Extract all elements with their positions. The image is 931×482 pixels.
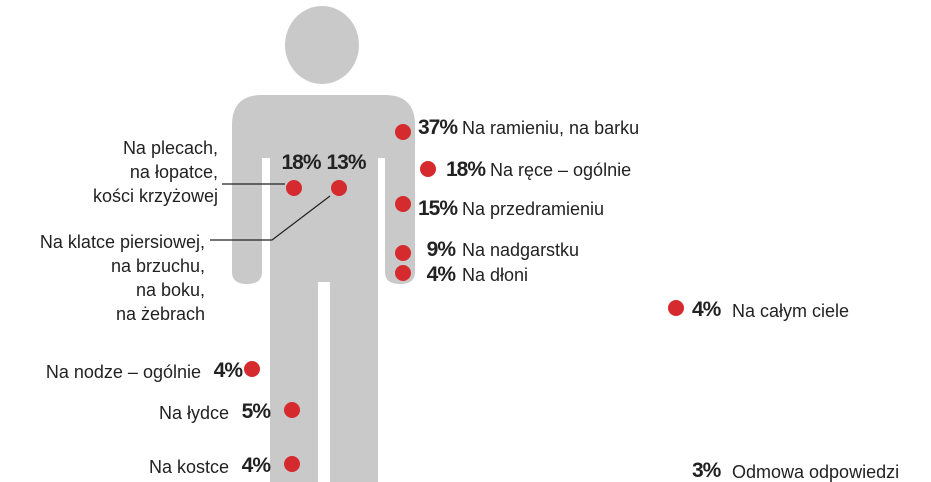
dot <box>395 196 411 212</box>
category-label: Na plecach, na łopatce, kości krzyżowej <box>93 136 218 208</box>
percent-label: 15% <box>418 197 457 221</box>
category-label: Na łydce <box>159 401 229 425</box>
category-label: Na przedramieniu <box>462 197 604 221</box>
dot <box>284 456 300 472</box>
percent-label: 13% <box>326 151 365 175</box>
category-label: Odmowa odpowiedzi <box>732 460 899 482</box>
category-label: Na dłoni <box>462 263 528 287</box>
percent-label: 37% <box>418 116 457 140</box>
category-label: Na klatce piersiowej, na brzuchu, na bok… <box>40 230 205 326</box>
dot <box>244 361 260 377</box>
category-label: Na nodze – ogólnie <box>46 360 201 384</box>
dot <box>395 265 411 281</box>
category-label: Na ramieniu, na barku <box>462 116 639 140</box>
category-label: Na ręce – ogólnie <box>490 158 631 182</box>
category-label: Na całym ciele <box>732 299 849 323</box>
category-label: Na nadgarstku <box>462 238 579 262</box>
percent-label: 18% <box>281 151 320 175</box>
dot <box>331 180 347 196</box>
percent-label: 5% <box>242 400 270 424</box>
dot <box>420 161 436 177</box>
head <box>285 6 359 84</box>
dot <box>668 300 684 316</box>
infographic: 37%Na ramieniu, na barku18%Na ręce – ogó… <box>0 0 931 482</box>
dot <box>395 245 411 261</box>
percent-label: 4% <box>692 298 720 322</box>
percent-label: 4% <box>214 359 242 383</box>
percent-label: 3% <box>692 459 720 482</box>
dot <box>286 180 302 196</box>
percent-label: 9% <box>427 238 455 262</box>
percent-label: 4% <box>427 263 455 287</box>
dot <box>284 402 300 418</box>
percent-label: 18% <box>446 158 485 182</box>
category-label: Na kostce <box>149 455 229 479</box>
dot <box>395 124 411 140</box>
percent-label: 4% <box>242 454 270 478</box>
